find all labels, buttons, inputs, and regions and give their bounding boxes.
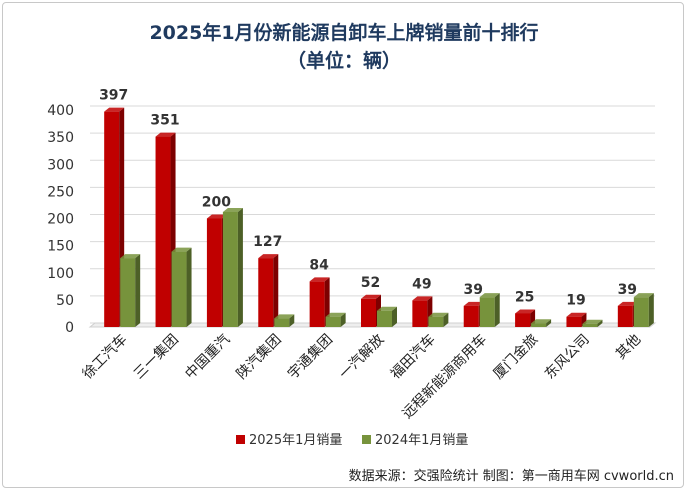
data-label: 25 — [515, 289, 534, 305]
data-label: 52 — [361, 275, 380, 291]
y-tick-label: 200 — [47, 212, 74, 228]
source-credit: 数据来源：交强险统计 制图：第一商用车网 cvworld.cn — [348, 469, 674, 484]
bar-2024 — [479, 293, 500, 327]
data-label: 351 — [150, 113, 179, 129]
x-tick-label: 宇通集团 — [284, 331, 336, 383]
x-tick-label: 陕汽集团 — [233, 331, 285, 383]
bar-2025 — [412, 296, 433, 327]
data-label: 49 — [412, 276, 431, 292]
y-tick-label: 50 — [56, 293, 74, 309]
bar-2024 — [274, 314, 295, 327]
bar-2024 — [222, 207, 243, 327]
bar-2024 — [633, 293, 654, 327]
data-label: 200 — [202, 195, 231, 211]
data-label: 127 — [253, 234, 282, 250]
y-tick-label: 250 — [47, 184, 74, 200]
bar-2025 — [309, 277, 330, 327]
x-tick-label: 福田汽车 — [387, 331, 439, 383]
x-tick-label: 中国重汽 — [182, 332, 233, 383]
chart-title: 2025年1月份新能源自卸车上牌销量前十排行 — [149, 22, 539, 44]
y-tick-label: 150 — [47, 239, 74, 255]
bar-2024 — [120, 254, 141, 327]
legend-swatch-2025 — [236, 435, 245, 444]
y-tick-label: 300 — [47, 157, 74, 173]
data-label: 39 — [463, 282, 482, 298]
x-tick-label: 远程新能源商用车 — [399, 331, 490, 422]
y-tick-label: 350 — [47, 130, 74, 146]
bar-2024 — [428, 312, 449, 327]
x-tick-label: 徐工汽车 — [79, 331, 131, 383]
x-tick-label: 厦门金旅 — [491, 332, 542, 383]
bar-2024 — [582, 319, 603, 327]
data-label: 84 — [309, 257, 329, 273]
bar-2024 — [171, 247, 192, 327]
chart-subtitle: （单位：辆） — [286, 50, 401, 72]
y-tick-label: 0 — [65, 320, 74, 336]
x-tick-label: 三一集团 — [130, 331, 182, 383]
bar-2024 — [377, 306, 397, 327]
legend-label-2024: 2024年1月销量 — [375, 433, 468, 448]
x-tick-label: 东风公司 — [542, 332, 593, 383]
x-tick-label: 一汽解放 — [336, 332, 387, 383]
data-label: 39 — [618, 282, 637, 298]
bar-2024 — [531, 319, 552, 327]
data-label: 19 — [566, 293, 585, 309]
chart-frame — [2, 2, 684, 488]
bar-2025 — [258, 254, 279, 327]
bar-2024 — [325, 312, 346, 327]
data-label: 397 — [99, 88, 128, 104]
legend-label-2025: 2025年1月销量 — [249, 433, 342, 448]
x-tick-label: 其他 — [613, 332, 644, 363]
y-tick-label: 100 — [47, 266, 74, 282]
y-tick-label: 400 — [47, 103, 74, 119]
legend-swatch-2024 — [362, 435, 371, 444]
